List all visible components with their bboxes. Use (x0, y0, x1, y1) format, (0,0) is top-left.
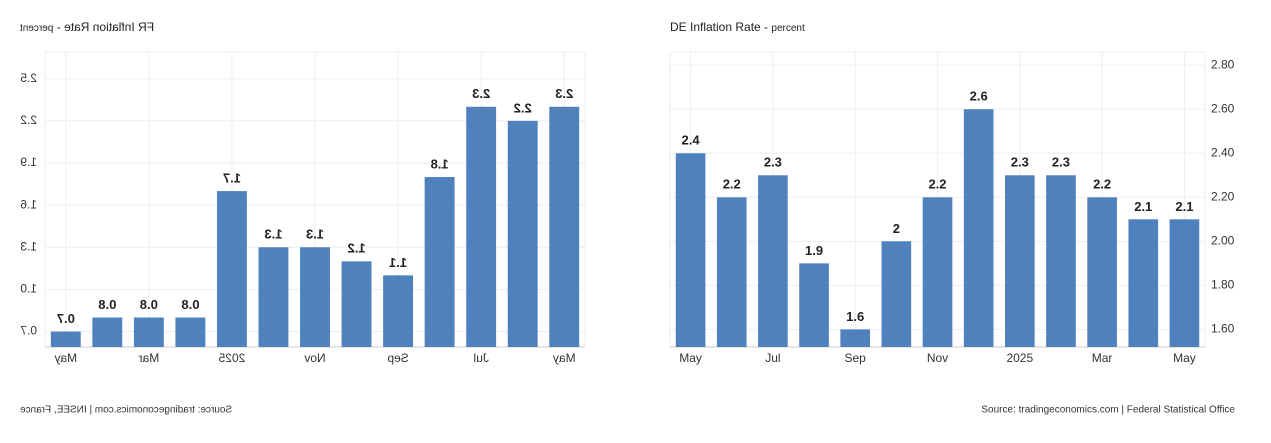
value-label: 1.7 (223, 171, 241, 186)
bar (840, 329, 871, 347)
value-label: 1.9 (805, 243, 823, 258)
value-label: 2.2 (723, 177, 741, 192)
value-label: 1.3 (264, 227, 282, 242)
title: DE Inflation Rate (670, 20, 761, 34)
y-tick-label: 2.60 (1211, 101, 1235, 115)
de-chart: DE Inflation Rate - percent 1.60 1.80 2.00 2… (669, 20, 1235, 416)
y-tick-label: 2.00 (1211, 234, 1235, 248)
bar (1004, 175, 1035, 347)
x-tick-label: Mar (1092, 351, 1113, 365)
value-label: 2.1 (1175, 199, 1193, 214)
value-label: 2.2 (1093, 177, 1111, 192)
y-tick-label: 0.7 (20, 324, 37, 338)
bar (300, 247, 330, 347)
x-tick-label: 2025 (1006, 351, 1033, 365)
y-tick-label: 1.9 (20, 155, 37, 169)
y-tick-label: 1.6 (20, 197, 37, 211)
title: FR Inflation Rate (64, 20, 154, 34)
value-label: 1.2 (347, 241, 365, 256)
value-label: 2.3 (1052, 155, 1070, 170)
subtitle: percent (20, 23, 54, 34)
bar (216, 191, 247, 347)
value-label: 2 (893, 221, 900, 236)
x-tick-label: Sep (845, 351, 867, 365)
value-label: 2.2 (928, 177, 946, 192)
bar (175, 317, 206, 347)
bar (922, 197, 953, 347)
bar (507, 120, 538, 347)
bar (50, 331, 81, 347)
bar (92, 317, 123, 347)
bar (963, 109, 994, 348)
bar (716, 197, 747, 347)
x-tick-label: Sep (387, 351, 409, 365)
bar (758, 175, 788, 347)
value-label: 2.2 (514, 100, 532, 115)
x-tick-label: Jul (473, 351, 488, 365)
x-tick-label: Nov (927, 351, 948, 365)
bar (799, 263, 829, 347)
subtitle: percent (771, 23, 805, 34)
x-tick-label: May (679, 351, 702, 365)
value-label: 1.6 (846, 309, 864, 324)
bar (258, 247, 289, 347)
value-label: 1.1 (389, 255, 407, 270)
value-label: 2.3 (555, 86, 573, 101)
y-tick-label: 2.20 (1211, 189, 1235, 203)
bar (466, 106, 497, 348)
y-tick-label: 1.60 (1211, 322, 1235, 336)
value-label: 2.6 (970, 89, 988, 104)
source: Source: tradingeconomics.com | Federal S… (981, 405, 1235, 416)
bar (549, 106, 580, 348)
bar (424, 177, 455, 347)
value-label: 1.3 (306, 227, 324, 242)
bar (1087, 197, 1117, 347)
bar (1169, 219, 1200, 347)
fr-chart: FR Inflation Rate - percent 0.7 1.0 1.3 1.6 1… (20, 20, 586, 416)
bar (341, 261, 372, 347)
bar (881, 241, 912, 347)
value-label: 0.7 (57, 311, 75, 326)
value-label: 2.3 (472, 86, 490, 101)
x-tick-label: May (54, 351, 77, 365)
y-tick-label: 2.40 (1211, 145, 1235, 159)
bar (133, 317, 164, 347)
bar (383, 275, 414, 347)
value-label: 0.8 (140, 297, 158, 312)
x-tick-label: 2025 (218, 351, 245, 365)
value-label: 2.3 (764, 155, 782, 170)
y-tick-label: 2.2 (20, 113, 37, 127)
bar (1046, 175, 1076, 347)
x-tick-label: May (553, 351, 576, 365)
value-label: 1.8 (431, 156, 449, 171)
value-label: 0.8 (181, 297, 199, 312)
y-tick-label: 2.5 (20, 71, 37, 85)
chart-title: FR Inflation Rate - percent (20, 20, 154, 34)
y-tick-label: 2.80 (1211, 57, 1235, 71)
x-tick-label: Nov (304, 351, 325, 365)
value-label: 2.4 (682, 133, 701, 148)
value-label: 2.1 (1134, 199, 1152, 214)
chart-title: DE Inflation Rate - percent (670, 20, 805, 34)
x-tick-label: May (1173, 351, 1196, 365)
x-tick-label: Mar (139, 351, 160, 365)
value-label: 2.3 (1011, 155, 1029, 170)
y-tick-label: 1.0 (20, 282, 37, 296)
x-tick-label: Jul (765, 351, 780, 365)
source: Source: tradingeconomics.com | INSEE, Fr… (20, 405, 233, 416)
y-tick-label: 1.3 (20, 239, 37, 253)
y-tick-label: 1.80 (1211, 278, 1235, 292)
bar (675, 153, 706, 347)
value-label: 0.8 (98, 297, 116, 312)
bar (1128, 219, 1159, 347)
